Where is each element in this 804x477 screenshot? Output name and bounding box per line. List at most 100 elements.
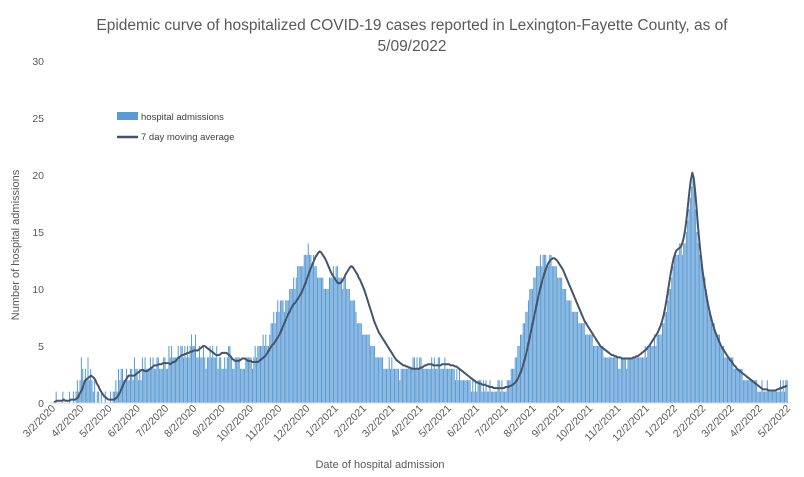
admission-bar	[379, 357, 381, 403]
admission-bar	[480, 380, 482, 403]
admission-bar	[144, 357, 146, 403]
admission-bar	[382, 357, 384, 403]
admission-bar	[164, 357, 166, 403]
admission-bar	[527, 300, 529, 403]
admission-bar	[401, 368, 403, 403]
admission-bar	[541, 266, 543, 403]
admission-bar	[531, 289, 533, 403]
admission-bar	[713, 323, 715, 403]
admission-bar	[321, 277, 323, 403]
admission-bar	[683, 243, 685, 403]
admission-bar	[360, 323, 362, 403]
admission-bar	[781, 391, 783, 403]
admission-bar	[255, 357, 258, 403]
y-axis-ticks: 0 5 10 15 20 25 30	[32, 56, 44, 410]
admission-bar	[468, 380, 470, 403]
admission-bar	[693, 186, 695, 403]
admission-bar	[396, 368, 398, 403]
admission-bar	[660, 334, 662, 403]
admission-bar	[173, 357, 175, 403]
admission-bar	[293, 277, 295, 403]
y-tick-label: 5	[38, 341, 44, 353]
admission-bar	[363, 334, 365, 403]
admission-bar	[125, 368, 127, 403]
admission-bar	[201, 357, 203, 403]
admission-bar	[421, 368, 423, 403]
admission-bar	[549, 254, 551, 403]
admission-bar	[610, 357, 612, 403]
admission-bar	[424, 368, 426, 403]
admission-bar	[313, 254, 315, 403]
admission-bar	[123, 380, 125, 403]
admission-bar	[290, 289, 292, 403]
admission-bar	[652, 346, 654, 403]
admission-bar	[514, 357, 516, 403]
admission-bar	[317, 277, 319, 403]
admission-bar	[282, 300, 284, 403]
admission-bar	[408, 368, 410, 403]
admission-bar	[241, 368, 243, 403]
admission-bar	[644, 346, 646, 403]
admission-bar	[372, 346, 374, 403]
admission-bar	[301, 266, 303, 403]
admission-bar	[415, 368, 417, 403]
admission-bar	[274, 323, 276, 403]
admission-bar	[720, 346, 722, 403]
admission-bar	[599, 346, 601, 403]
admission-bar	[546, 266, 548, 403]
admission-bar	[294, 289, 296, 403]
admission-bar	[62, 391, 64, 403]
admission-bar	[224, 357, 226, 403]
admission-bar	[136, 368, 138, 403]
admission-bar	[387, 368, 389, 403]
admission-bar	[315, 266, 317, 403]
admission-bar	[760, 391, 762, 403]
admission-bar	[153, 368, 155, 403]
admission-bar	[179, 357, 181, 403]
admission-bar	[143, 368, 145, 403]
admission-bar	[603, 357, 605, 403]
admission-bar	[246, 357, 248, 403]
admission-bar	[80, 357, 82, 403]
admission-bar	[453, 368, 455, 403]
admission-bar	[271, 323, 273, 403]
admission-bar	[651, 346, 653, 403]
admission-bar	[585, 334, 587, 403]
admission-bar	[190, 334, 193, 403]
admission-bar	[259, 346, 261, 403]
admission-bar	[687, 220, 689, 403]
admission-bar	[391, 357, 393, 403]
admission-bar	[630, 357, 632, 403]
admission-bar	[677, 254, 679, 403]
admission-bar	[646, 357, 648, 403]
admission-bar	[571, 311, 573, 403]
admission-bar	[679, 243, 681, 403]
admission-bar	[627, 357, 629, 403]
admission-bar	[429, 368, 431, 403]
admission-bar	[364, 334, 366, 403]
admission-bar	[110, 391, 112, 403]
admission-bar	[594, 346, 596, 403]
admission-bar	[161, 368, 163, 403]
admission-bar	[348, 289, 350, 403]
admission-bar	[685, 232, 687, 403]
admission-bar	[281, 300, 283, 403]
admission-bar	[371, 346, 373, 403]
admission-bar	[506, 380, 508, 403]
admission-bar	[758, 391, 760, 403]
admission-bar	[236, 357, 238, 403]
y-tick-label: 30	[32, 56, 44, 68]
admission-bar	[90, 368, 92, 403]
admission-bar	[177, 346, 179, 403]
admission-bar	[193, 346, 195, 403]
admission-bar	[785, 380, 787, 403]
admission-bar	[680, 243, 682, 403]
bars-layer	[55, 175, 788, 403]
admission-bar	[183, 357, 185, 403]
admission-bar	[726, 357, 728, 403]
admission-bar	[647, 346, 649, 403]
admission-bar	[248, 357, 250, 403]
y-tick-label: 25	[32, 113, 44, 125]
admission-bar	[350, 300, 352, 403]
